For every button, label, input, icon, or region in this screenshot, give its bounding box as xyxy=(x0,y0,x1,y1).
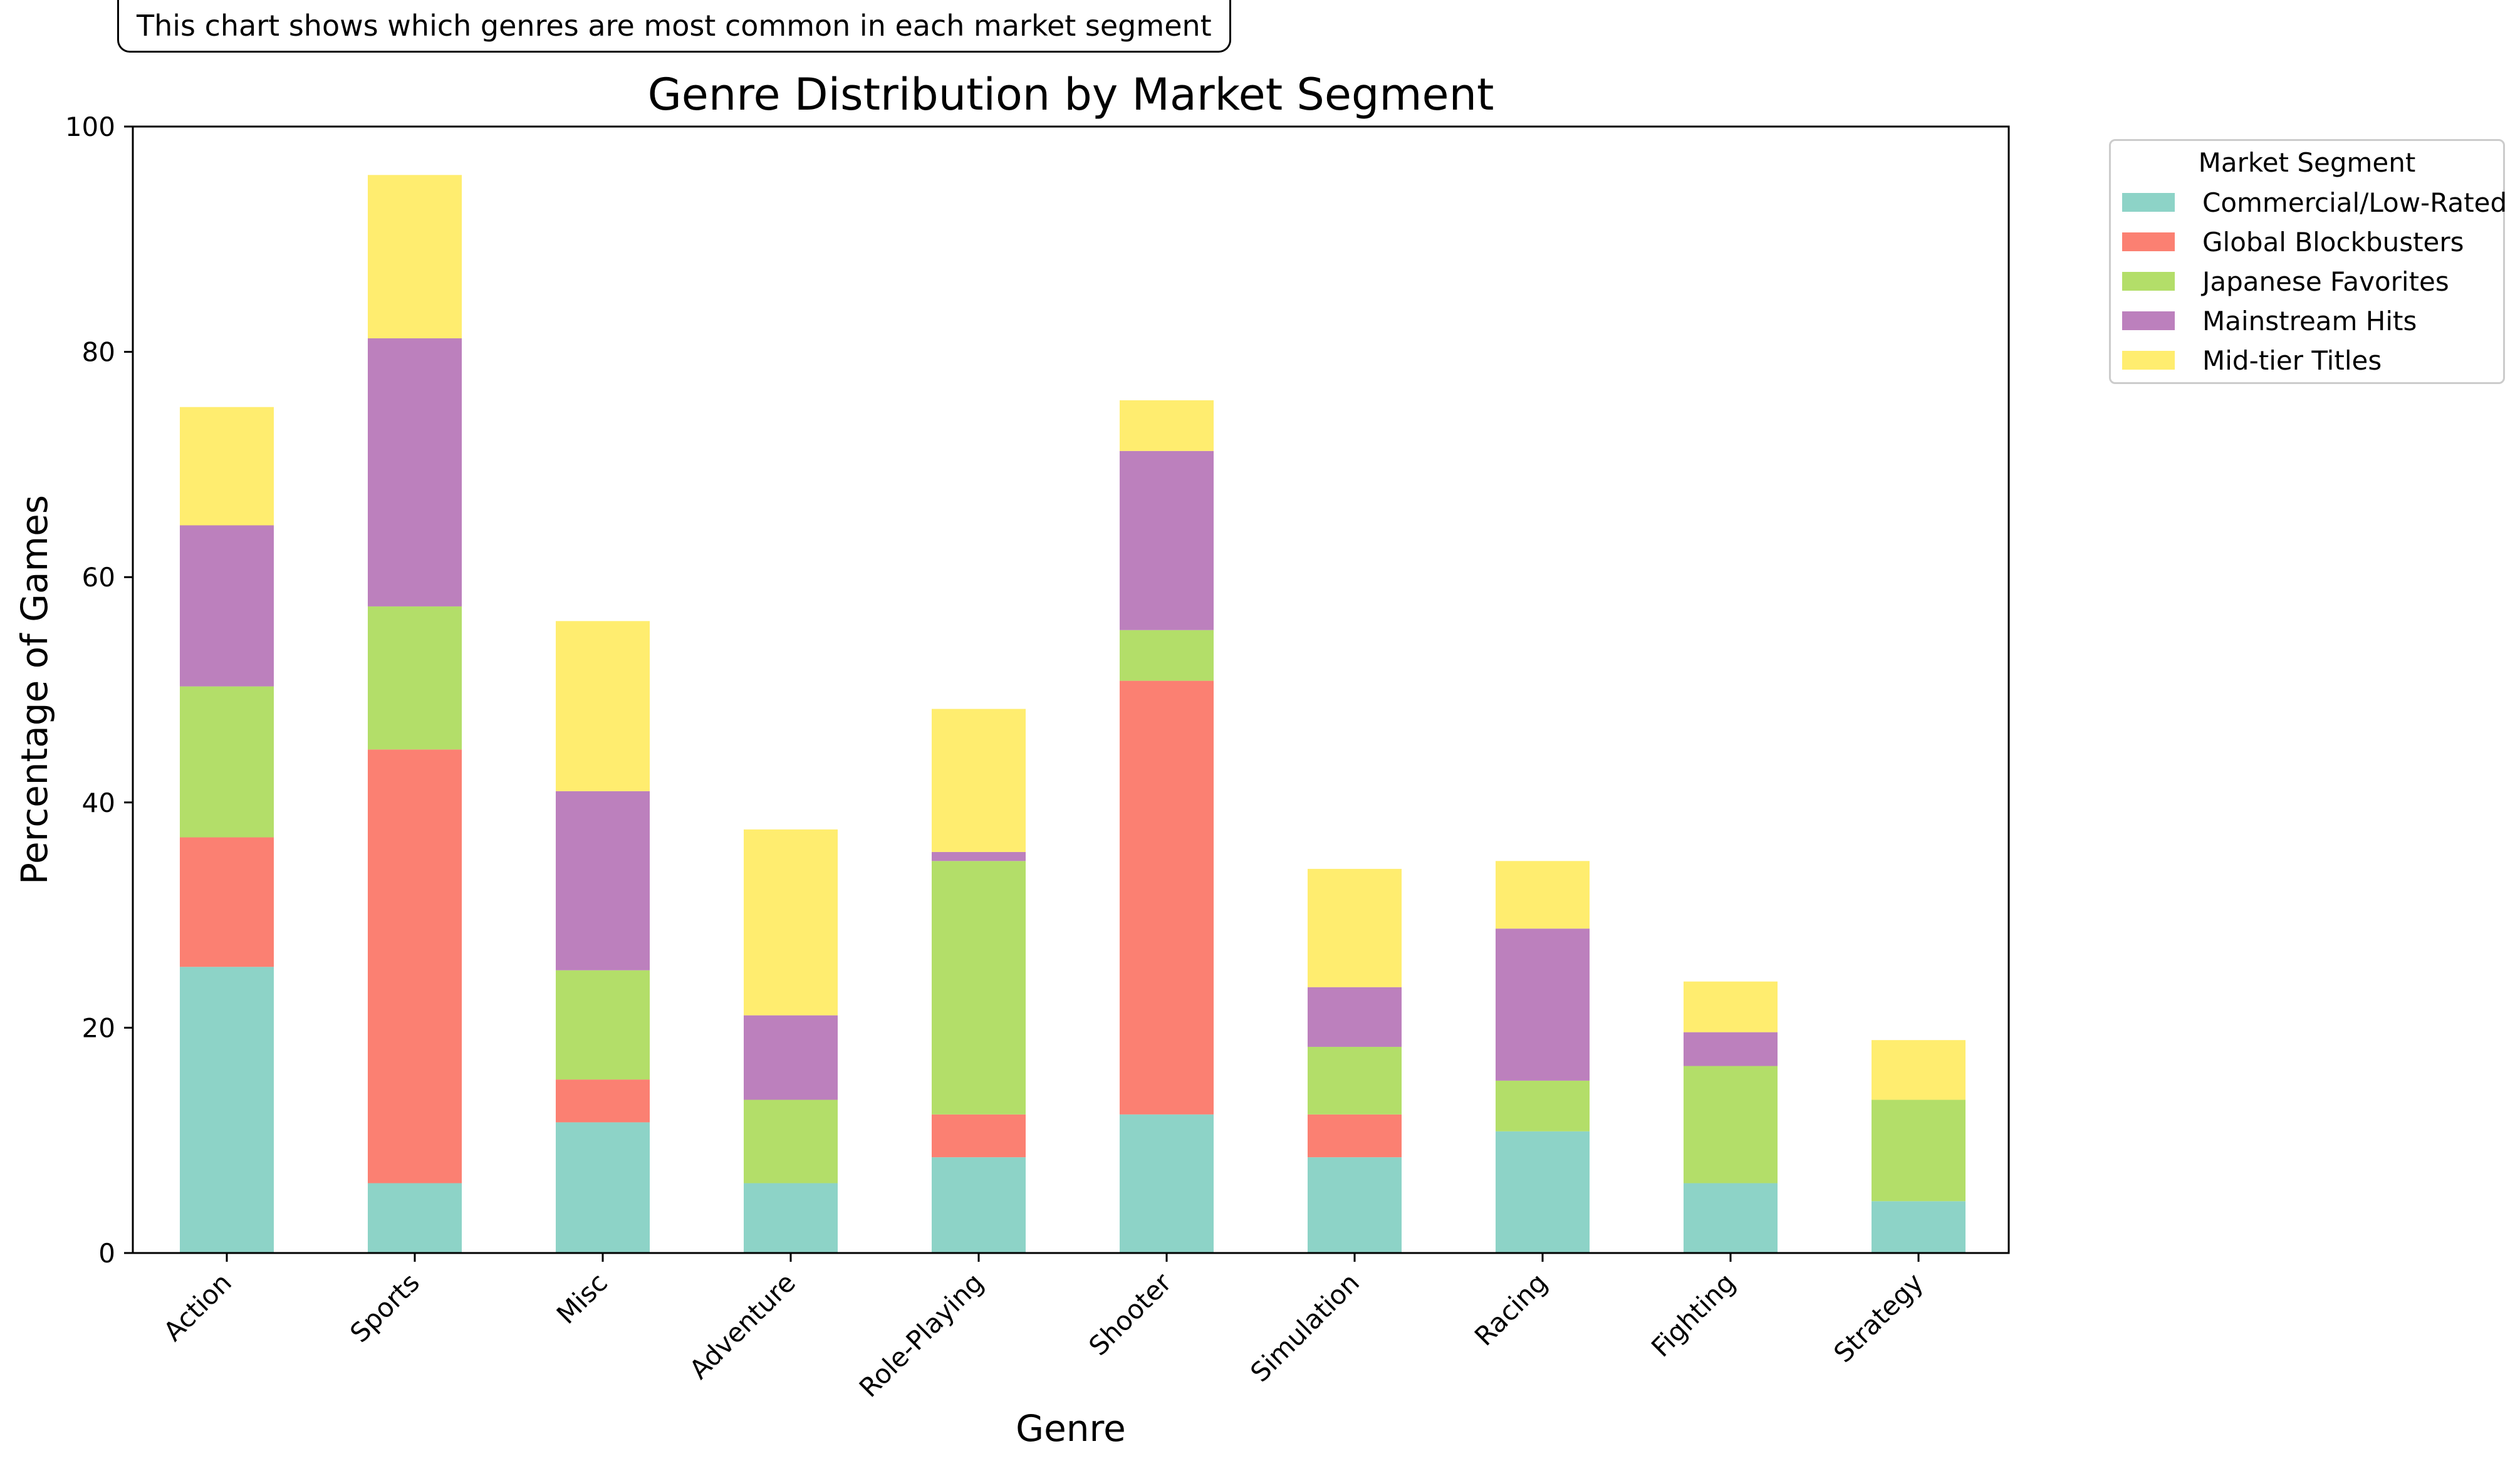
x-tick-label: Shooter xyxy=(1083,1267,1177,1361)
chart-title: Genre Distribution by Market Segment xyxy=(648,69,1494,120)
x-tick-label: Misc xyxy=(551,1267,613,1329)
bar-segment xyxy=(368,1183,462,1253)
bar-segment xyxy=(1120,680,1214,1115)
bar-segment xyxy=(180,967,274,1253)
bar-segment xyxy=(368,749,462,1183)
bar-segment xyxy=(1496,928,1590,1081)
legend-swatch xyxy=(2122,272,2175,291)
bar-segment xyxy=(180,525,274,687)
bar-segment xyxy=(932,1114,1026,1158)
legend-label: Global Blockbusters xyxy=(2202,226,2464,257)
legend-label: Commercial/Low-Rated xyxy=(2202,187,2507,218)
bar-segment xyxy=(180,837,274,967)
bar-segment xyxy=(1872,1040,1965,1100)
x-axis: Action Sports Misc Adventure Role-Playing Sho… xyxy=(157,1253,1929,1403)
bar-segment xyxy=(368,606,462,750)
x-tick-label: Role-Playing xyxy=(853,1267,989,1403)
x-tick-label: Action xyxy=(157,1267,237,1347)
bar-segment xyxy=(1308,868,1402,987)
y-tick-label: 80 xyxy=(82,337,115,368)
bar-segment xyxy=(1308,987,1402,1047)
annotation-box: This chart shows which genres are most c… xyxy=(117,0,1231,53)
legend-item: Mainstream Hits xyxy=(2122,305,2417,336)
bar-segment xyxy=(744,829,838,1016)
legend-label: Mid-tier Titles xyxy=(2202,345,2382,376)
bar-segment xyxy=(1496,861,1590,929)
y-tick-label: 40 xyxy=(82,788,115,818)
bars-layer xyxy=(180,175,1965,1253)
bar-segment xyxy=(1308,1046,1402,1115)
bar-segment xyxy=(1684,981,1778,1032)
bar-segment xyxy=(180,407,274,526)
x-tick-label: Racing xyxy=(1469,1267,1553,1351)
bar-segment xyxy=(932,1157,1026,1253)
bar-segment xyxy=(556,1122,650,1253)
bar-segment xyxy=(1872,1201,1965,1253)
legend-label: Japanese Favorites xyxy=(2202,266,2449,297)
bar-segment xyxy=(556,791,650,970)
bar-segment xyxy=(180,686,274,838)
bar-segment xyxy=(1684,1066,1778,1183)
y-tick-label: 0 xyxy=(98,1238,115,1269)
x-tick-label: Sports xyxy=(344,1267,425,1348)
bar-segment xyxy=(368,338,462,606)
legend-item: Commercial/Low-Rated xyxy=(2122,187,2507,218)
x-tick-label: Simulation xyxy=(1244,1267,1365,1388)
bar-segment xyxy=(1308,1157,1402,1253)
y-tick-label: 60 xyxy=(82,562,115,593)
bar-segment xyxy=(556,1079,650,1123)
bar-segment xyxy=(1496,1080,1590,1131)
legend-title: Market Segment xyxy=(2198,147,2416,178)
legend-item: Global Blockbusters xyxy=(2122,226,2464,257)
legend-swatch xyxy=(2122,232,2175,251)
y-tick-label: 100 xyxy=(65,112,115,142)
bar-segment xyxy=(744,1015,838,1100)
bar-segment xyxy=(744,1183,838,1253)
x-axis-label: Genre xyxy=(1016,1407,1126,1450)
legend-label: Mainstream Hits xyxy=(2202,305,2417,336)
annotation-text: This chart shows which genres are most c… xyxy=(137,8,1212,43)
bar-segment xyxy=(1872,1100,1965,1202)
legend-swatch xyxy=(2122,311,2175,330)
bar-segment xyxy=(1684,1183,1778,1253)
bar-segment xyxy=(556,621,650,791)
legend-swatch xyxy=(2122,351,2175,370)
x-tick-label: Fighting xyxy=(1645,1267,1741,1363)
legend-swatch xyxy=(2122,193,2175,212)
bar-segment xyxy=(932,709,1026,852)
bar-segment xyxy=(744,1100,838,1183)
bar-segment xyxy=(1496,1131,1590,1253)
y-axis: 0 20 40 60 80 100 xyxy=(65,112,133,1269)
bar-segment xyxy=(1684,1032,1778,1066)
legend-item: Japanese Favorites xyxy=(2122,266,2449,297)
y-axis-label: Percentage of Games xyxy=(13,495,56,885)
bar-segment xyxy=(556,970,650,1080)
bar-segment xyxy=(1120,630,1214,681)
bar-segment xyxy=(932,861,1026,1115)
x-tick-label: Adventure xyxy=(684,1267,801,1385)
bar-segment xyxy=(1308,1114,1402,1158)
bar-segment xyxy=(932,851,1026,861)
bar-segment xyxy=(1120,450,1214,630)
legend-item: Mid-tier Titles xyxy=(2122,345,2382,376)
legend: Market Segment Commercial/Low-Rated Glob… xyxy=(2109,139,2507,384)
bar-segment xyxy=(1120,1114,1214,1253)
y-tick-label: 20 xyxy=(82,1012,115,1043)
bar-segment xyxy=(368,175,462,339)
plot-frame xyxy=(132,125,2010,1254)
bar-segment xyxy=(1120,400,1214,451)
x-tick-label: Strategy xyxy=(1828,1267,1929,1368)
